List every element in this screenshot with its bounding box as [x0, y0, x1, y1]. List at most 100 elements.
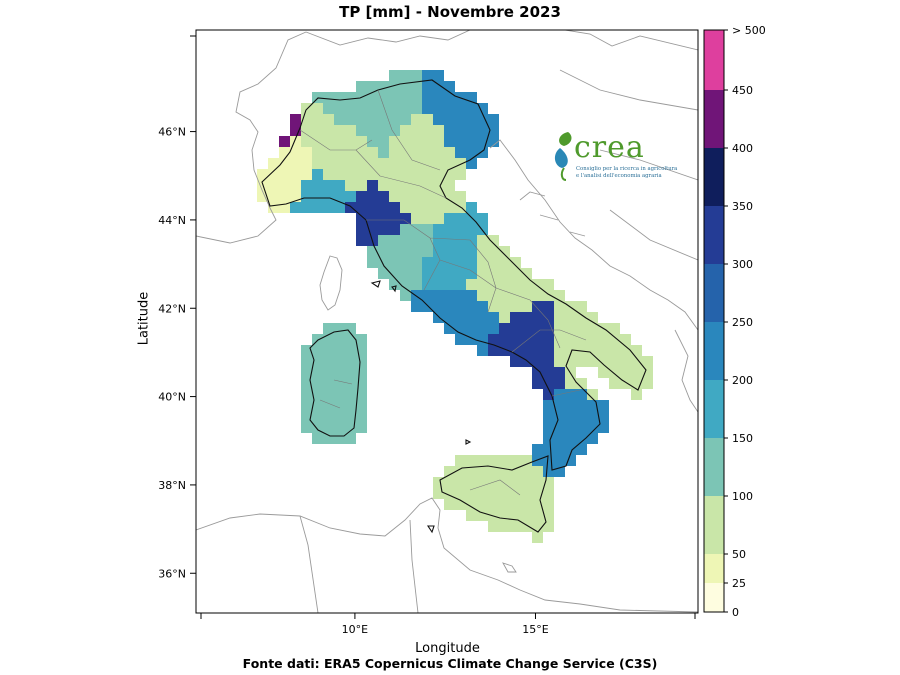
y-tick-label: 42°N: [158, 302, 186, 315]
grid-cell: [598, 334, 609, 345]
grid-cell: [510, 477, 521, 488]
grid-cell: [334, 356, 345, 367]
grid-cell: [411, 158, 422, 169]
grid-cell: [620, 367, 631, 378]
grid-cell: [455, 466, 466, 477]
grid-cell: [444, 103, 455, 114]
grid-cell: [554, 411, 565, 422]
grid-cell: [312, 367, 323, 378]
grid-cell: [466, 290, 477, 301]
grid-cell: [488, 477, 499, 488]
grid-cell: [433, 235, 444, 246]
grid-cell: [433, 169, 444, 180]
grid-cell: [345, 400, 356, 411]
grid-cell: [576, 345, 587, 356]
grid-cell: [455, 279, 466, 290]
grid-cell: [543, 312, 554, 323]
grid-cell: [367, 81, 378, 92]
grid-cell: [444, 191, 455, 202]
grid-cell: [367, 191, 378, 202]
grid-cell: [576, 433, 587, 444]
grid-cell: [378, 169, 389, 180]
grid-cell: [334, 411, 345, 422]
grid-cell: [334, 92, 345, 103]
grid-cell: [323, 158, 334, 169]
grid-cell: [532, 532, 543, 543]
grid-cell: [477, 334, 488, 345]
grid-cell: [378, 114, 389, 125]
grid-cell: [554, 301, 565, 312]
grid-cell: [510, 334, 521, 345]
grid-cell: [455, 290, 466, 301]
grid-cell: [521, 268, 532, 279]
grid-cell: [576, 334, 587, 345]
axes-frame: [195, 29, 699, 614]
grid-cell: [532, 356, 543, 367]
grid-cell: [389, 92, 400, 103]
grid-cell: [466, 224, 477, 235]
grid-cell: [312, 114, 323, 125]
grid-cell: [488, 257, 499, 268]
grid-cell: [422, 81, 433, 92]
grid-cell: [499, 345, 510, 356]
grid-cell: [554, 433, 565, 444]
grid-cell: [367, 147, 378, 158]
grid-cell: [268, 180, 279, 191]
grid-cell: [543, 301, 554, 312]
grid-cell: [499, 499, 510, 510]
grid-cell: [433, 268, 444, 279]
grid-cell: [323, 147, 334, 158]
data-source: Fonte dati: ERA5 Copernicus Climate Chan…: [242, 656, 658, 671]
grid-cell: [268, 158, 279, 169]
grid-cell: [455, 235, 466, 246]
grid-cell: [444, 213, 455, 224]
grid-cell: [543, 411, 554, 422]
grid-cell: [477, 136, 488, 147]
grid-cell: [499, 466, 510, 477]
grid-cell: [455, 213, 466, 224]
grid-cell: [290, 158, 301, 169]
grid-cell: [422, 290, 433, 301]
grid-cell: [389, 235, 400, 246]
grid-cell: [422, 125, 433, 136]
grid-cell: [444, 202, 455, 213]
grid-cell: [312, 378, 323, 389]
grid-cell: [587, 312, 598, 323]
grid-cell: [433, 125, 444, 136]
grid-cell: [411, 81, 422, 92]
grid-cell: [444, 158, 455, 169]
grid-cell: [532, 367, 543, 378]
grid-cell: [378, 224, 389, 235]
grid-cell: [334, 180, 345, 191]
grid-cell: [455, 477, 466, 488]
grid-cell: [499, 488, 510, 499]
grid-cell: [477, 290, 488, 301]
grid-cell: [356, 136, 367, 147]
grid-cell: [488, 125, 499, 136]
grid-cell: [576, 422, 587, 433]
grid-cell: [301, 169, 312, 180]
colorbar-legend: 0 25 50 100 150 200 250 300 350 400 450 > 500: [703, 24, 766, 619]
grid-cell: [334, 158, 345, 169]
grid-cell: [400, 125, 411, 136]
grid-cell: [400, 158, 411, 169]
grid-cell: [477, 147, 488, 158]
grid-cell: [510, 279, 521, 290]
grid-cell: [323, 125, 334, 136]
grid-cell: [312, 180, 323, 191]
grid-cell: [389, 70, 400, 81]
grid-cell: [609, 356, 620, 367]
grid-cell: [521, 488, 532, 499]
grid-cell: [378, 147, 389, 158]
grid-cell: [334, 389, 345, 400]
grid-cell: [444, 312, 455, 323]
grid-cell: [411, 279, 422, 290]
grid-cell: [312, 334, 323, 345]
grid-cell: [345, 169, 356, 180]
grid-cell: [510, 301, 521, 312]
regional-borders: [299, 89, 587, 496]
grid-cell: [532, 334, 543, 345]
grid-cell: [488, 301, 499, 312]
grid-cell: [532, 510, 543, 521]
grid-cell: [444, 301, 455, 312]
